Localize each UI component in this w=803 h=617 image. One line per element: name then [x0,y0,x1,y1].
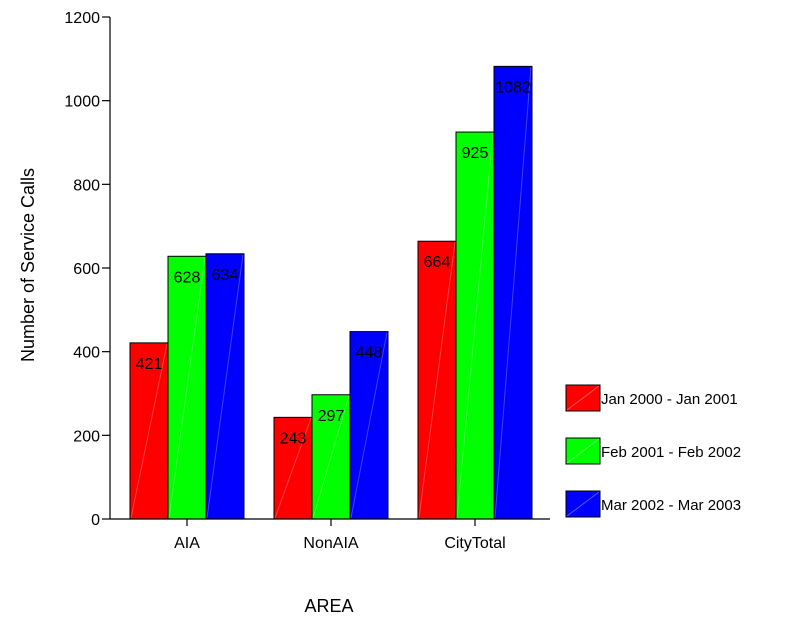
data-label: 664 [424,254,451,271]
bar-nonaia-series-3 [349,331,389,520]
x-tick-label: CityTotal [444,535,505,552]
y-tick-label: 1000 [64,94,100,111]
x-tick-label: NonAIA [303,535,358,552]
y-tick-label: 200 [73,428,100,445]
bar-gloss-line [312,395,350,519]
data-label: 628 [174,269,201,286]
legend-label-1: Jan 2000 - Jan 2001 [601,391,738,408]
bar-gloss-line [130,343,168,519]
bar-gloss-line [350,332,388,519]
bar-gloss-line [274,418,312,519]
data-label: 243 [280,430,307,447]
legend-swatch-gloss [566,438,600,464]
data-label: 634 [212,267,239,284]
y-tick-label: 1200 [64,10,100,27]
x-tick-label: AIA [174,535,200,552]
legend-label-3: Mar 2002 - Mar 2003 [601,497,741,514]
bar-gloss-line [168,257,206,519]
bar-citytotal-series-1 [417,240,457,520]
bar-gloss-line [494,67,532,519]
bar-gloss-line [418,242,456,519]
legend-swatch-3 [565,490,601,518]
bar-gloss-line [456,132,494,519]
y-tick-label: 400 [73,345,100,362]
data-label: 297 [318,408,345,425]
bar-nonaia-series-2 [311,394,351,520]
legend-swatch-gloss [566,491,600,517]
bar-aia-series-1 [129,342,169,520]
y-axis-title: Number of Service Calls [18,168,38,362]
legend: Jan 2000 - Jan 2001 Feb 2001 - Feb 2002 Ma… [565,384,741,518]
data-label: 1082 [495,79,531,96]
legend-swatch-1 [565,384,601,412]
bar-gloss-line [206,254,244,519]
y-tick-label: 600 [73,261,100,278]
bars-layer [129,65,533,520]
axes-layer: 0 200 400 600 800 1000 1200 AIA NonAIA CityTotal [64,10,550,552]
x-axis-title: AREA [304,596,353,616]
legend-swatch-gloss [566,385,600,411]
data-label: 448 [356,345,383,362]
y-tick-label: 0 [91,512,100,529]
bar-aia-series-2 [167,255,207,520]
y-tick-label: 800 [73,177,100,194]
data-label: 421 [136,356,163,373]
data-label: 925 [462,145,489,162]
bar-aia-series-3 [205,253,245,520]
data-labels-layer: 421 628 634 243 297 448 664 925 1082 [136,79,531,447]
legend-swatch-2 [565,437,601,465]
legend-label-2: Feb 2001 - Feb 2002 [601,444,741,461]
